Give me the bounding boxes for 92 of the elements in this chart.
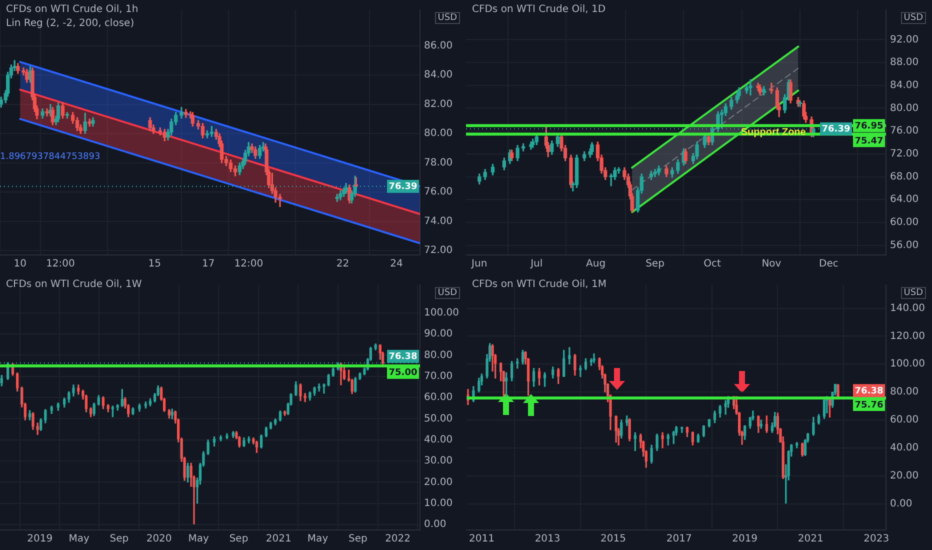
x-tick-label: Sep xyxy=(229,534,248,545)
x-tick-label: 2019 xyxy=(732,534,758,545)
y-tick-label: 68.00 xyxy=(890,171,919,182)
x-tick-label: Nov xyxy=(762,258,782,270)
x-tick-label: Jun xyxy=(470,258,488,270)
y-tick-label: 70.00 xyxy=(424,370,453,382)
y-axis-title: USD xyxy=(900,12,926,24)
chart-title: CFDs on WTI Crude Oil, 1D xyxy=(472,4,606,15)
y-tick-label: 90.00 xyxy=(424,328,453,340)
y-tick-label: 80.00 xyxy=(424,128,453,140)
y-tick-label: 140.00 xyxy=(890,302,925,314)
x-tick-label: Sep xyxy=(110,534,129,545)
y-tick-label: 84.00 xyxy=(424,70,453,81)
y-tick-label: 72.00 xyxy=(424,245,453,256)
chart-title: CFDs on WTI Crude Oil, 1h xyxy=(6,4,138,15)
y-tick-label: 30.00 xyxy=(424,456,453,467)
x-tick-label: Oct xyxy=(704,258,721,270)
chart-title: CFDs on WTI Crude Oil, 1M xyxy=(472,279,606,290)
x-tick-label: 2011 xyxy=(469,534,494,545)
x-tick-label: 22 xyxy=(336,258,350,270)
y-tick-label: 80.00 xyxy=(890,102,919,114)
y-tick-label: 88.00 xyxy=(890,57,919,68)
y-tick-label: 0.00 xyxy=(890,498,912,510)
y-tick-label: 120.00 xyxy=(890,330,925,342)
y-tick-label: 100.00 xyxy=(424,308,459,319)
text: Lin Reg (2, -2, 200, close) xyxy=(6,18,134,29)
x-tick-label: 12:00 xyxy=(46,258,75,270)
y-tick-label: 56.00 xyxy=(890,240,919,251)
y-tick-label: 20.00 xyxy=(424,476,453,488)
y-tick-label: 76.00 xyxy=(890,126,919,137)
candlestick xyxy=(661,432,664,448)
x-tick-label: May xyxy=(307,534,328,545)
ref-line-label: 76.39 xyxy=(822,124,850,135)
y-tick-label: 80.00 xyxy=(890,386,919,398)
y-tick-label: 60.00 xyxy=(890,217,919,228)
x-tick-label: 2021 xyxy=(798,534,824,545)
y-tick-label: 80.00 xyxy=(424,350,453,361)
y-tick-label: 10.00 xyxy=(424,498,453,509)
x-tick-label: 10 xyxy=(14,258,27,270)
ref-line-label: 75.47 xyxy=(854,136,884,146)
x-tick-label: 2023 xyxy=(864,534,890,545)
y-tick-label: 0.00 xyxy=(424,519,446,530)
ref-line-label: 76.38 xyxy=(388,352,418,362)
x-tick-label: 2017 xyxy=(666,534,692,545)
y-tick-label: 72.00 xyxy=(890,148,919,160)
y-tick-label: 20.00 xyxy=(890,470,919,482)
y-tick-label: 60.00 xyxy=(890,414,919,426)
ref-line-label: 76.95 xyxy=(854,121,884,132)
chart-title: CFDs on WTI Crude Oil, 1W xyxy=(6,279,142,290)
ref-line-label: 76.38 xyxy=(854,386,884,396)
y-tick-label: 64.00 xyxy=(890,194,919,206)
y-tick-label: 92.00 xyxy=(890,34,919,46)
y-tick-label: 100.00 xyxy=(890,358,925,370)
x-tick-label: May xyxy=(68,534,90,545)
candlestick xyxy=(770,82,774,94)
ref-line-label: 75.00 xyxy=(388,368,418,378)
x-tick-label: 2022 xyxy=(385,534,411,545)
ref-line-label: 75.76 xyxy=(854,400,884,410)
x-tick-label: Dec xyxy=(819,258,838,270)
y-axis-title: USD xyxy=(434,12,460,24)
y-tick-label: 78.00 xyxy=(424,157,453,168)
y-axis-title: USD xyxy=(434,287,460,299)
y-tick-label: 60.00 xyxy=(424,392,453,404)
x-tick-label: Sep xyxy=(646,258,664,270)
x-tick-label: 2019 xyxy=(27,534,53,545)
x-tick-label: 15 xyxy=(148,258,161,270)
x-tick-label: 2015 xyxy=(600,534,626,545)
candlestick xyxy=(748,79,752,96)
y-tick-label: 40.00 xyxy=(424,434,453,446)
y-tick-label: 84.00 xyxy=(890,80,919,91)
x-tick-label: Aug xyxy=(586,258,606,270)
y-tick-label: 74.00 xyxy=(424,216,453,227)
x-tick-label: 12:00 xyxy=(234,258,264,270)
x-tick-label: 17 xyxy=(202,258,215,270)
candlestick xyxy=(592,353,596,364)
y-tick-label: 86.00 xyxy=(424,40,453,52)
annotation: 1.8967937844753893 xyxy=(0,152,100,162)
ref-line-label: 76.39 xyxy=(388,182,418,192)
y-axis-title: USD xyxy=(900,287,926,299)
x-tick-label: Sep xyxy=(348,534,368,545)
x-tick-label: May xyxy=(188,534,209,545)
x-tick-label: 24 xyxy=(390,258,403,270)
y-tick-label: 40.00 xyxy=(890,442,919,454)
candlestick xyxy=(45,108,49,116)
y-tick-label: 82.00 xyxy=(424,98,453,110)
x-tick-label: Jul xyxy=(530,258,543,270)
x-tick-label: 2021 xyxy=(266,534,292,545)
candlestick xyxy=(568,347,571,364)
x-tick-label: 2013 xyxy=(534,534,560,545)
y-tick-label: 50.00 xyxy=(424,413,453,424)
y-tick-label: 76.00 xyxy=(424,186,453,198)
x-tick-label: 2020 xyxy=(146,534,172,545)
